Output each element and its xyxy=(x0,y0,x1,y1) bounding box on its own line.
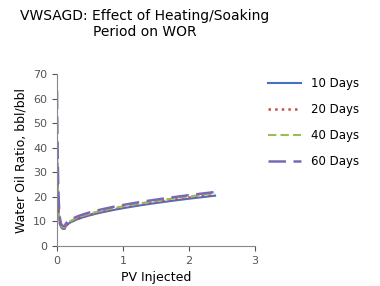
20 Days xyxy=(213,193,217,196)
40 Days xyxy=(146,200,150,204)
10 Days xyxy=(213,194,217,197)
Line: 60 Days: 60 Days xyxy=(57,92,215,226)
40 Days xyxy=(63,226,67,229)
60 Days xyxy=(63,225,67,228)
20 Days xyxy=(61,227,66,230)
20 Days xyxy=(63,227,67,231)
40 Days xyxy=(204,192,209,196)
60 Days xyxy=(62,225,66,228)
40 Days xyxy=(63,226,67,229)
60 Days xyxy=(213,190,217,194)
X-axis label: PV Injected: PV Injected xyxy=(120,271,191,284)
60 Days xyxy=(61,224,66,228)
Legend: 10 Days, 20 Days, 40 Days, 60 Days: 10 Days, 20 Days, 40 Days, 60 Days xyxy=(268,77,359,168)
20 Days xyxy=(62,227,66,231)
40 Days xyxy=(61,226,66,229)
60 Days xyxy=(63,225,67,228)
10 Days xyxy=(63,227,67,231)
40 Days xyxy=(61,226,66,229)
10 Days xyxy=(146,202,150,206)
20 Days xyxy=(204,194,209,197)
40 Days xyxy=(213,192,217,195)
Line: 10 Days: 10 Days xyxy=(57,148,215,229)
Text: VWSAGD: Effect of Heating/Soaking
Period on WOR: VWSAGD: Effect of Heating/Soaking Period… xyxy=(20,9,269,39)
60 Days xyxy=(204,191,209,195)
Line: 40 Days: 40 Days xyxy=(57,138,215,228)
20 Days xyxy=(63,227,67,231)
10 Days xyxy=(62,227,66,231)
60 Days xyxy=(61,224,66,228)
20 Days xyxy=(55,141,59,145)
60 Days xyxy=(146,199,150,202)
10 Days xyxy=(55,146,59,150)
20 Days xyxy=(61,227,66,230)
10 Days xyxy=(61,227,66,230)
10 Days xyxy=(204,195,209,198)
40 Days xyxy=(62,226,66,229)
10 Days xyxy=(61,227,66,230)
20 Days xyxy=(146,202,150,205)
10 Days xyxy=(63,227,67,231)
60 Days xyxy=(55,90,59,93)
40 Days xyxy=(55,136,59,140)
Y-axis label: Water Oil Ratio, bbl/bbl: Water Oil Ratio, bbl/bbl xyxy=(14,88,28,233)
Line: 20 Days: 20 Days xyxy=(57,143,215,229)
